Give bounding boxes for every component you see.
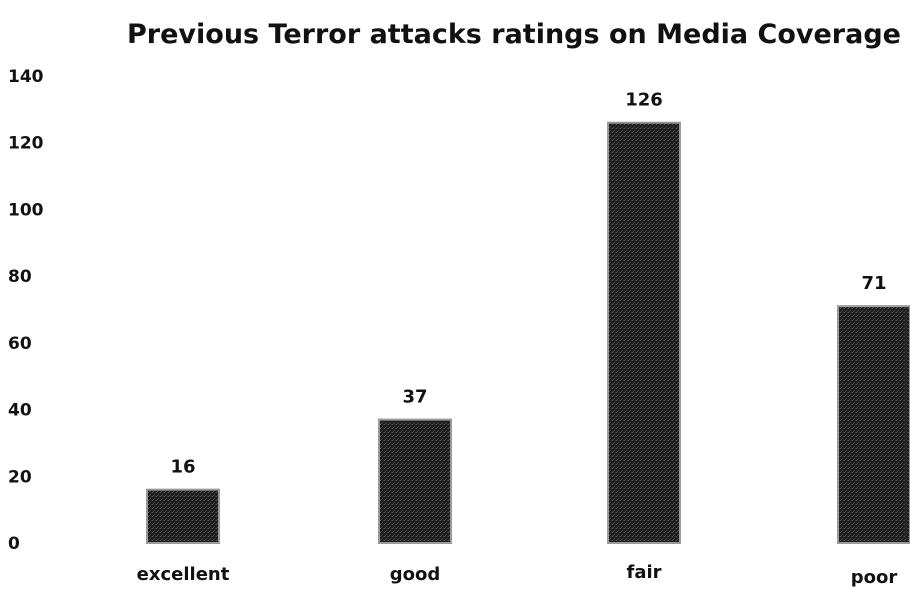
y-tick-label: 140 [8, 67, 44, 87]
value-labels-group: 16 37 126 71 [170, 90, 886, 478]
x-tick-label: fair [626, 562, 661, 583]
data-label: 16 [170, 457, 195, 478]
y-tick-label: 80 [8, 267, 32, 287]
x-tick-label: excellent [137, 564, 230, 585]
x-tick-label: poor [851, 567, 898, 588]
y-tick-label: 20 [8, 467, 32, 487]
x-tick-label: good [390, 564, 441, 585]
y-axis-ticks: 0 20 40 60 80 100 120 140 [8, 67, 44, 554]
y-tick-label: 0 [8, 534, 20, 554]
bar-excellent [146, 488, 220, 544]
bar-fair [607, 121, 681, 544]
data-label: 126 [625, 90, 663, 111]
category-labels-group: excellent good fair poor [137, 562, 898, 588]
data-label: 71 [861, 273, 886, 294]
data-label: 37 [402, 387, 427, 408]
y-tick-label: 100 [8, 200, 44, 220]
y-tick-label: 120 [8, 134, 44, 154]
bars-group [146, 121, 910, 545]
y-tick-label: 60 [8, 334, 32, 354]
bar-good [378, 418, 452, 545]
y-tick-label: 40 [8, 401, 32, 421]
chart-title: Previous Terror attacks ratings on Media… [127, 19, 901, 50]
bar-poor [837, 305, 910, 544]
